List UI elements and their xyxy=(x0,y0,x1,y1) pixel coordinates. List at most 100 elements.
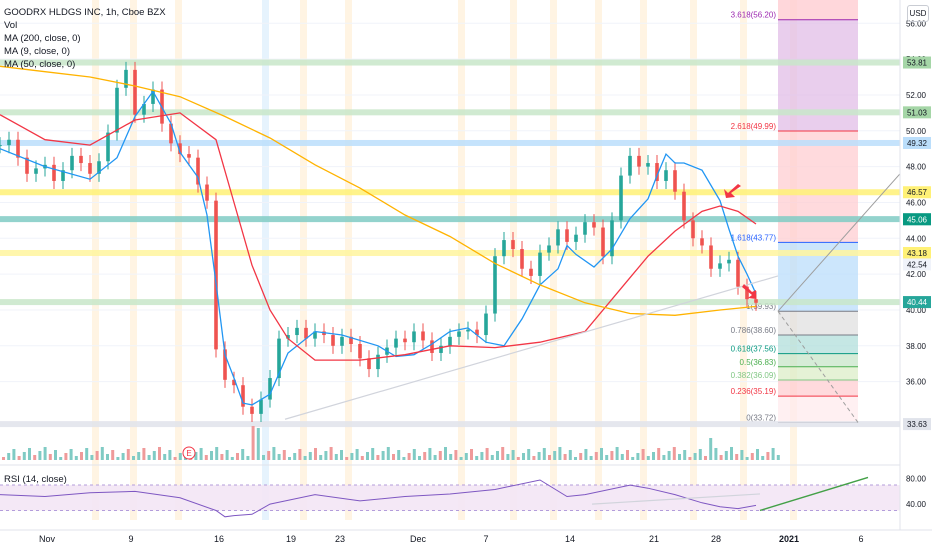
volume-bar xyxy=(126,449,130,460)
rsi-line xyxy=(0,479,757,518)
volume-bar xyxy=(444,447,447,460)
earnings-marker: E xyxy=(182,446,196,460)
volume-bar xyxy=(423,452,427,460)
candle xyxy=(196,157,200,185)
volume-bar xyxy=(553,451,557,460)
candle xyxy=(691,220,695,239)
candle xyxy=(124,69,128,88)
candle xyxy=(547,245,551,253)
volume-bar xyxy=(251,426,255,460)
volume-bar xyxy=(636,453,640,460)
candle xyxy=(529,268,533,276)
horizontal-level-band xyxy=(0,249,900,256)
legend-vol: Vol xyxy=(4,20,18,31)
volume-bar xyxy=(657,448,661,460)
volume-bar xyxy=(355,449,359,460)
volume-bar xyxy=(314,448,317,460)
legend-ma50: MA (50, close, 0) xyxy=(4,59,76,70)
volume-bar xyxy=(527,449,531,460)
time-axis-tick: 16 xyxy=(214,534,224,544)
volume-bar xyxy=(64,453,68,460)
candle xyxy=(475,329,479,336)
volume-bar xyxy=(22,452,26,460)
candle xyxy=(61,170,65,181)
rsi-trend-line xyxy=(591,493,761,505)
volume-bar xyxy=(163,454,167,460)
fib-level-label: 0.382(36.09) xyxy=(731,371,777,380)
price-axis-tick: 36.00 xyxy=(906,378,927,387)
volume-bar xyxy=(485,448,489,460)
fib-level-label: 0.236(35.19) xyxy=(731,387,777,396)
volume-bar xyxy=(303,456,307,460)
volume-bar xyxy=(745,457,749,460)
volume-bar xyxy=(329,447,333,460)
candle xyxy=(250,406,254,414)
volume-bar xyxy=(537,452,541,460)
price-label-box xyxy=(903,213,931,226)
candle xyxy=(583,222,587,235)
volume-bar xyxy=(246,456,250,460)
time-axis-tick: 9 xyxy=(128,534,133,544)
candle xyxy=(115,87,119,133)
volume-bar xyxy=(730,447,733,460)
time-axis-tick: 7 xyxy=(483,534,488,544)
trend-line xyxy=(284,275,779,420)
volume-bar xyxy=(761,456,765,460)
price-label: 43.18 xyxy=(907,249,928,258)
candle xyxy=(394,338,398,348)
volume-bar xyxy=(360,456,364,460)
volume-bar xyxy=(230,457,234,460)
time-axis-tick: 6 xyxy=(858,534,863,544)
volume-bar xyxy=(646,456,650,460)
volume-bar xyxy=(38,451,42,460)
candle xyxy=(412,331,416,343)
candle xyxy=(286,335,290,339)
session-band xyxy=(740,0,747,520)
volume-bar xyxy=(522,453,525,460)
volume-bar xyxy=(631,457,635,460)
volume-bar xyxy=(334,454,338,460)
volume-bar xyxy=(48,454,52,460)
volume-bar xyxy=(496,451,499,460)
fib-zone xyxy=(778,0,858,20)
volume-bar xyxy=(740,450,744,460)
fib-level-label: 0.618(37.56) xyxy=(731,345,777,354)
session-band xyxy=(595,0,602,520)
price-axis-tick: 52.00 xyxy=(906,91,927,100)
volume-bar xyxy=(147,455,151,460)
time-axis-tick: 23 xyxy=(335,534,345,544)
volume-bar xyxy=(272,447,276,460)
volume-bar xyxy=(667,451,671,460)
price-axis-tick: 44.00 xyxy=(906,234,927,243)
volume-bar xyxy=(407,453,411,460)
volume-bar xyxy=(111,450,115,460)
volume-bar xyxy=(225,450,229,460)
price-label-box xyxy=(903,136,931,149)
currency-button[interactable]: USD xyxy=(907,5,929,22)
price-label: 46.57 xyxy=(907,188,928,197)
volume-bar xyxy=(506,454,510,460)
candle xyxy=(331,335,335,346)
volume-bar xyxy=(584,449,588,460)
session-band xyxy=(300,0,307,520)
volume-bar xyxy=(516,457,520,460)
session-band xyxy=(92,0,99,520)
volume-bar xyxy=(532,456,536,460)
candle xyxy=(700,238,704,246)
price-axis-tick: 48.00 xyxy=(906,163,927,172)
candle xyxy=(736,259,740,287)
volume-bar xyxy=(220,454,224,460)
volume-bar xyxy=(652,452,655,460)
candle xyxy=(655,163,659,181)
volume-bar xyxy=(85,448,89,460)
price-label: 33.63 xyxy=(907,420,928,429)
volume-bar xyxy=(194,452,198,460)
volume-bar xyxy=(381,451,385,460)
candle xyxy=(349,336,353,344)
volume-bar xyxy=(376,455,380,460)
rsi-trend-line xyxy=(759,476,869,512)
volume-bar xyxy=(210,451,213,460)
candle xyxy=(133,69,137,115)
volume-bar xyxy=(620,454,624,460)
candle xyxy=(16,139,20,158)
